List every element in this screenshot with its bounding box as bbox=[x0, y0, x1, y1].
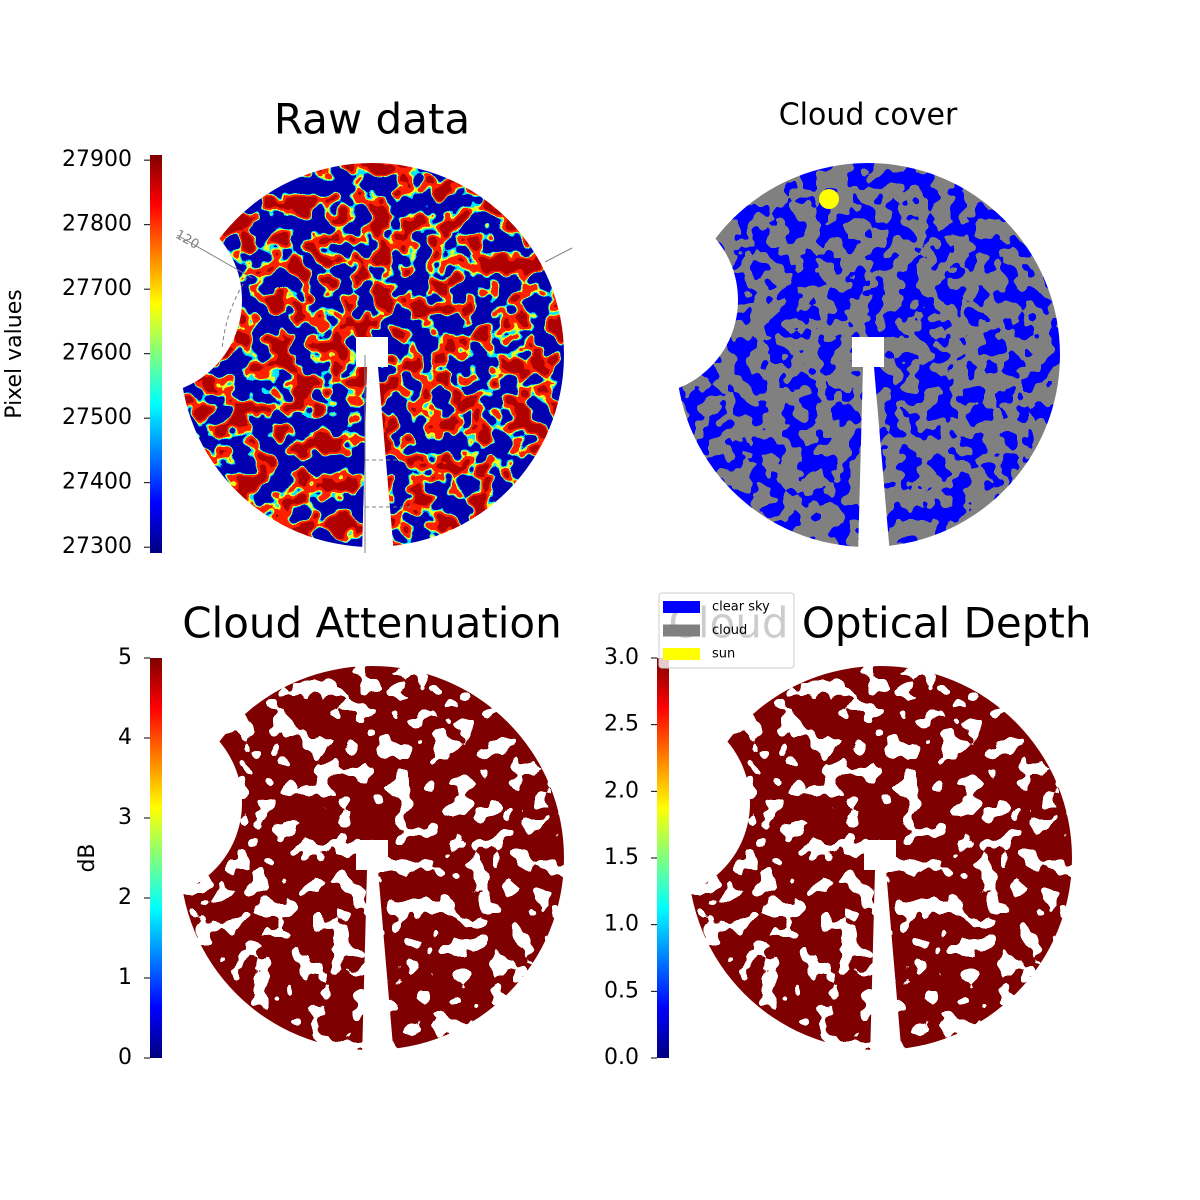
colorbar-tick-label: 27900 bbox=[62, 147, 132, 172]
legend-swatch bbox=[663, 624, 700, 637]
colorbar-tick-label: 0.5 bbox=[604, 978, 639, 1003]
panel bbox=[680, 658, 1080, 1058]
colorbar-tick-label: 27600 bbox=[62, 341, 132, 366]
colorbar-tick-label: 3 bbox=[118, 805, 132, 830]
texture bbox=[680, 658, 1080, 1058]
colorbar-tick-label: 2 bbox=[118, 885, 132, 910]
texture bbox=[172, 658, 572, 1058]
azimuth-line bbox=[176, 234, 253, 279]
panel-title: Cloud Attenuation bbox=[182, 599, 562, 648]
panel bbox=[668, 155, 1068, 555]
legend-swatch bbox=[663, 601, 700, 613]
legend-label: sun bbox=[712, 647, 735, 662]
zenith-circle bbox=[221, 277, 248, 351]
colorbar-tick-label: 1.5 bbox=[604, 845, 639, 870]
panel bbox=[172, 658, 572, 1058]
colorbar-tick-label: 2.5 bbox=[604, 712, 639, 737]
panel-title: Raw data bbox=[274, 95, 470, 144]
colorbar bbox=[150, 658, 162, 1058]
colorbar-label: dB bbox=[75, 843, 100, 872]
legend: clear sky cloud sun bbox=[658, 592, 795, 669]
colorbar bbox=[657, 658, 669, 1058]
colorbar-tick-label: 27400 bbox=[62, 470, 132, 495]
legend-swatch bbox=[663, 648, 700, 660]
texture bbox=[172, 155, 572, 555]
attenuation-image bbox=[680, 658, 1080, 1058]
sun bbox=[819, 189, 839, 209]
panel: 120 bbox=[172, 155, 573, 555]
colorbar-tick-label: 4 bbox=[118, 725, 132, 750]
raw-image bbox=[172, 155, 572, 555]
cloud-image bbox=[668, 155, 1068, 555]
colorbar-tick-label: 3.0 bbox=[604, 645, 639, 670]
colorbar-tick-label: 2.0 bbox=[604, 778, 639, 803]
colorbar-tick-label: 0.0 bbox=[604, 1045, 639, 1070]
panel-title: Cloud cover bbox=[779, 98, 958, 133]
colorbar-tick-label: 27500 bbox=[62, 405, 132, 430]
colorbar-tick-label: 27800 bbox=[62, 212, 132, 237]
colorbar-label: Pixel values bbox=[2, 289, 27, 418]
texture bbox=[668, 155, 1068, 555]
colorbar-tick-label: 1 bbox=[118, 965, 132, 990]
colorbar bbox=[150, 155, 162, 553]
azimuth-line bbox=[544, 247, 573, 263]
colorbar-tick-label: 27300 bbox=[62, 534, 132, 559]
legend-label: clear sky bbox=[712, 600, 770, 615]
axis-overlay bbox=[176, 234, 573, 553]
colorbar-tick-label: 27700 bbox=[62, 276, 132, 301]
colorbar-tick-label: 1.0 bbox=[604, 912, 639, 937]
colorbar-tick-label: 5 bbox=[118, 645, 132, 670]
legend-label: cloud bbox=[712, 623, 747, 638]
attenuation-image bbox=[172, 658, 572, 1058]
colorbar-tick-label: 0 bbox=[118, 1045, 132, 1070]
